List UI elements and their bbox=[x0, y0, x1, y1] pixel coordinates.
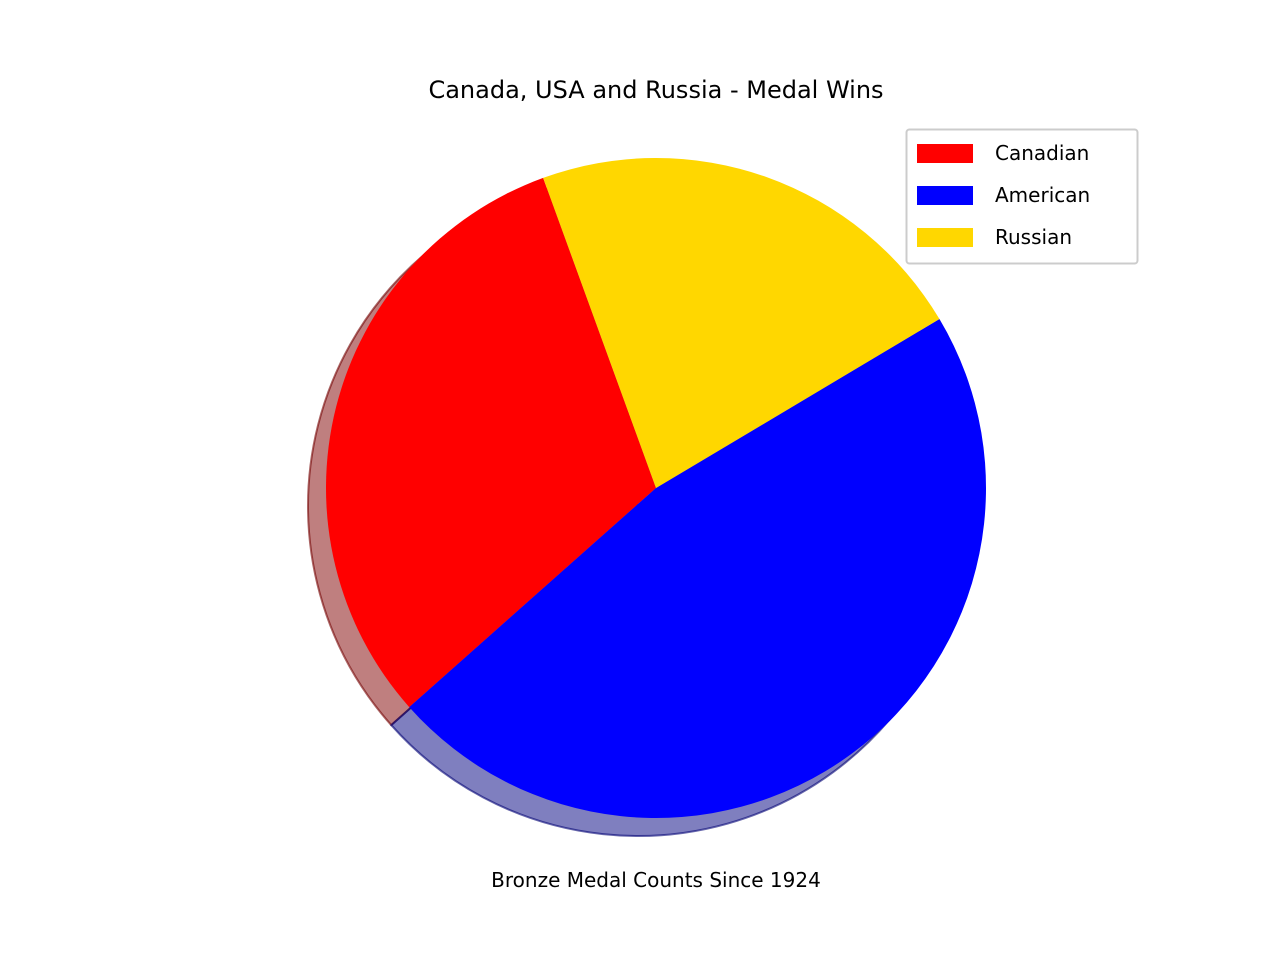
legend-swatch-american bbox=[917, 186, 973, 205]
legend-label-russian: Russian bbox=[995, 225, 1072, 249]
chart-title: Canada, USA and Russia - Medal Wins bbox=[428, 76, 883, 104]
pie-slice-canadian bbox=[325, 177, 656, 708]
pie-slice-russian bbox=[543, 157, 940, 489]
legend-swatch-russian bbox=[917, 228, 973, 247]
legend: Canadian American Russian bbox=[905, 128, 1139, 265]
chart-xlabel: Bronze Medal Counts Since 1924 bbox=[491, 868, 821, 892]
legend-label-american: American bbox=[995, 183, 1090, 207]
pie-slices bbox=[325, 157, 987, 819]
legend-swatch-canadian bbox=[917, 144, 973, 163]
pie-slice-american bbox=[409, 319, 987, 819]
legend-label-canadian: Canadian bbox=[995, 141, 1089, 165]
